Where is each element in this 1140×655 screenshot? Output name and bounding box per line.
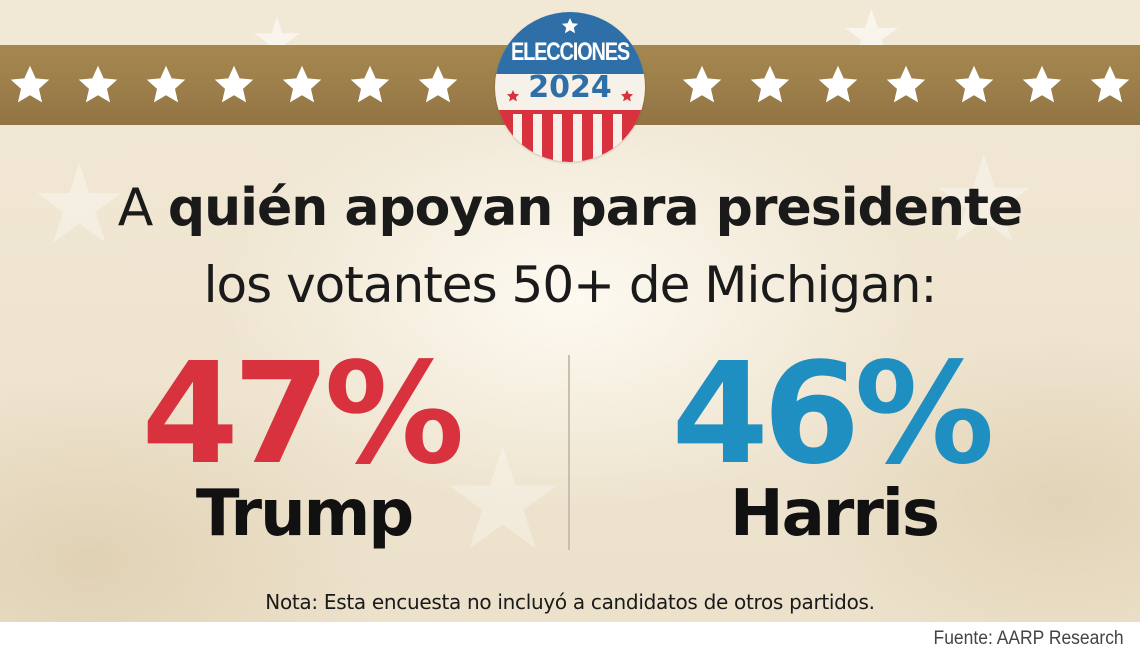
star-icon xyxy=(818,65,858,103)
star-icon xyxy=(750,65,790,103)
star-icon xyxy=(78,65,118,103)
background-star-icon: ★ xyxy=(930,133,1038,267)
poll-note: Nota: Esta encuesta no incluyó a candida… xyxy=(265,590,875,614)
headline-line-2: los votantes 50+ de Michigan: xyxy=(203,256,938,314)
source-credit: Fuente: AARP Research xyxy=(933,628,1124,649)
trump-percent: 47% xyxy=(141,333,464,496)
banner-stars-right xyxy=(680,45,1132,125)
headline-line-1: A quién apoyan para presidente xyxy=(0,178,1140,238)
elecciones-2024-badge: ELECCIONES 2024 xyxy=(495,12,645,162)
column-divider xyxy=(568,355,570,550)
star-icon xyxy=(214,65,254,103)
harris-name: Harris xyxy=(730,477,940,551)
star-icon xyxy=(886,65,926,103)
star-icon xyxy=(682,65,722,103)
star-icon xyxy=(146,65,186,103)
star-icon xyxy=(1090,65,1130,103)
banner-stars-left xyxy=(8,45,460,125)
background-star-icon: ★ xyxy=(30,143,129,266)
headline-bold: quién apoyan para presidente xyxy=(167,178,1023,238)
star-icon xyxy=(282,65,322,103)
background-star-icon: ★ xyxy=(440,421,566,578)
badge-title: ELECCIONES xyxy=(510,38,630,66)
badge-graphic xyxy=(495,12,645,162)
harris-percent: 46% xyxy=(671,333,994,496)
star-icon xyxy=(350,65,390,103)
trump-name: Trump xyxy=(195,477,414,551)
star-icon xyxy=(954,65,994,103)
star-icon xyxy=(418,65,458,103)
badge-year: 2024 xyxy=(528,70,612,105)
star-icon xyxy=(10,65,50,103)
poll-card: ★ ★ ★ ★ ★ xyxy=(0,0,1140,622)
star-icon xyxy=(1022,65,1062,103)
headline-prefix: A xyxy=(117,178,168,238)
